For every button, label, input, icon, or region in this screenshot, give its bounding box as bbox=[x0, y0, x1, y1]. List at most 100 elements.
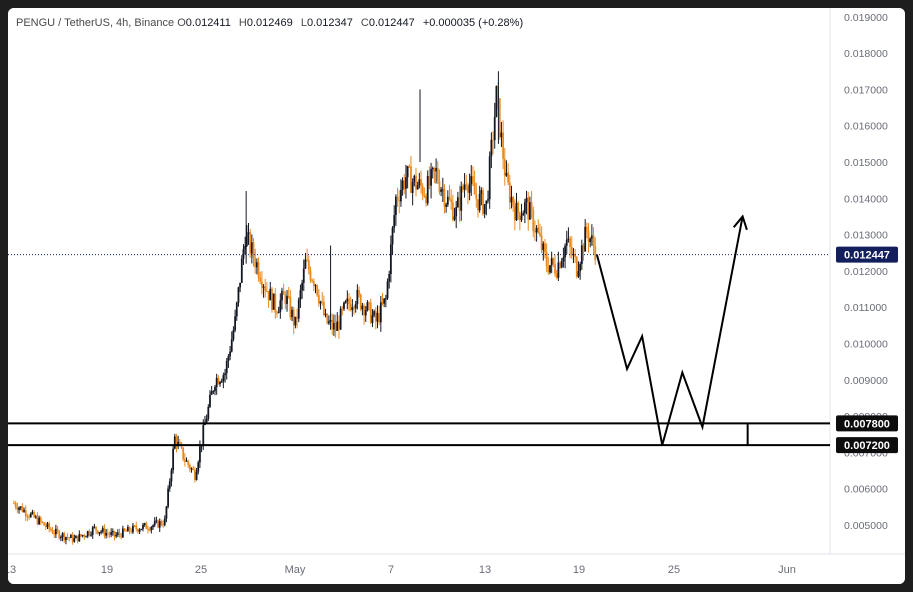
y-tick-label: 0.016000 bbox=[844, 121, 888, 133]
candle-body bbox=[522, 213, 525, 216]
candle-body bbox=[369, 302, 372, 323]
candle-body bbox=[488, 156, 491, 200]
candle-body bbox=[234, 316, 236, 331]
candle-body bbox=[21, 506, 24, 512]
candle-body bbox=[224, 373, 226, 376]
candle-body bbox=[95, 526, 97, 531]
candle-body bbox=[56, 528, 59, 532]
candle-body bbox=[418, 179, 421, 186]
candle-body bbox=[39, 517, 42, 522]
candle-body bbox=[585, 226, 588, 232]
candle-body bbox=[523, 202, 526, 214]
candle-body bbox=[289, 296, 292, 318]
projection-path[interactable] bbox=[595, 216, 744, 446]
candle-body bbox=[160, 521, 163, 525]
candle-body bbox=[590, 235, 593, 239]
candle-body bbox=[467, 186, 469, 193]
candle-body bbox=[297, 299, 300, 319]
candle-body bbox=[264, 286, 267, 291]
candle-body bbox=[291, 309, 293, 318]
candle-body bbox=[384, 298, 387, 300]
candle-body bbox=[420, 179, 422, 187]
candle-body bbox=[451, 202, 454, 220]
candle-body bbox=[165, 506, 168, 519]
x-tick-label: Jun bbox=[778, 564, 796, 576]
candle-body bbox=[41, 521, 44, 523]
chart-panel[interactable]: 0.0050000.0060000.0070000.0080000.009000… bbox=[8, 8, 905, 584]
candle-body bbox=[51, 530, 54, 534]
candle-body bbox=[589, 238, 592, 242]
candle-body bbox=[348, 298, 350, 305]
candle-body bbox=[389, 244, 392, 274]
projection-arrowhead bbox=[732, 214, 748, 231]
candle-body bbox=[341, 308, 344, 310]
candle-body bbox=[128, 527, 131, 532]
candle-body bbox=[103, 528, 106, 536]
candle-body bbox=[257, 262, 260, 278]
candle-body bbox=[306, 259, 309, 261]
candle-body bbox=[282, 290, 285, 295]
candle-body bbox=[336, 321, 339, 331]
candle-body bbox=[71, 534, 74, 542]
y-tick-label: 0.010000 bbox=[844, 339, 888, 351]
candle-body bbox=[416, 185, 419, 190]
candle-body bbox=[450, 199, 453, 203]
candle-body bbox=[108, 533, 111, 535]
candle-body bbox=[408, 166, 411, 168]
candle-body bbox=[93, 526, 96, 528]
candle-body bbox=[18, 507, 20, 510]
candle-body bbox=[435, 168, 437, 172]
candle-body bbox=[210, 391, 213, 395]
candle-body bbox=[577, 271, 580, 277]
candle-body bbox=[88, 531, 91, 535]
candle-body bbox=[24, 509, 27, 517]
candle-body bbox=[395, 196, 397, 216]
price-chart[interactable]: 0.0050000.0060000.0070000.0080000.009000… bbox=[8, 8, 905, 584]
candle-body bbox=[123, 528, 126, 531]
candle-body bbox=[177, 441, 180, 447]
candle-body bbox=[383, 298, 386, 304]
candle-body bbox=[401, 180, 404, 190]
candle-body bbox=[60, 537, 62, 539]
candle-body bbox=[76, 535, 79, 542]
candle-body bbox=[472, 176, 474, 184]
candle-body bbox=[120, 534, 123, 538]
candle-body bbox=[569, 238, 571, 247]
candle-body bbox=[23, 509, 25, 512]
candle-body bbox=[137, 529, 139, 532]
candle-body bbox=[366, 302, 369, 311]
candle-body bbox=[343, 302, 345, 309]
candle-body bbox=[49, 528, 52, 531]
x-tick-label: 19 bbox=[573, 564, 585, 576]
candle-body bbox=[498, 98, 501, 138]
symbol-title[interactable]: PENGU / TetherUS, 4h, Binance bbox=[16, 17, 175, 29]
y-tick-label: 0.014000 bbox=[844, 193, 888, 205]
candle-body bbox=[410, 166, 412, 193]
current-price-label-bg bbox=[836, 246, 898, 263]
candle-body bbox=[301, 282, 303, 291]
low-value: 0.012347 bbox=[306, 17, 353, 29]
candle-body bbox=[220, 381, 223, 383]
candle-body bbox=[492, 139, 494, 141]
candle-body bbox=[240, 258, 243, 283]
candle-body bbox=[158, 521, 161, 528]
candle-body bbox=[359, 294, 362, 310]
candle-body bbox=[34, 516, 37, 518]
candle-body bbox=[205, 418, 208, 423]
candle-body bbox=[430, 169, 432, 186]
candle-body bbox=[202, 425, 205, 445]
x-tick-label: 25 bbox=[195, 564, 207, 576]
candle-body bbox=[478, 193, 481, 211]
candle-body bbox=[178, 441, 181, 445]
candle-body bbox=[195, 471, 198, 480]
candle-body bbox=[334, 323, 337, 331]
candle-body bbox=[85, 536, 87, 538]
current-price-label: 0.012447 bbox=[844, 250, 890, 262]
candle-body bbox=[456, 197, 459, 207]
candle-body bbox=[562, 257, 565, 262]
candle-body bbox=[468, 184, 471, 193]
candle-body bbox=[446, 196, 449, 205]
high-value: 0.012469 bbox=[246, 17, 293, 29]
candle-body bbox=[304, 259, 307, 269]
candle-body bbox=[572, 254, 575, 256]
